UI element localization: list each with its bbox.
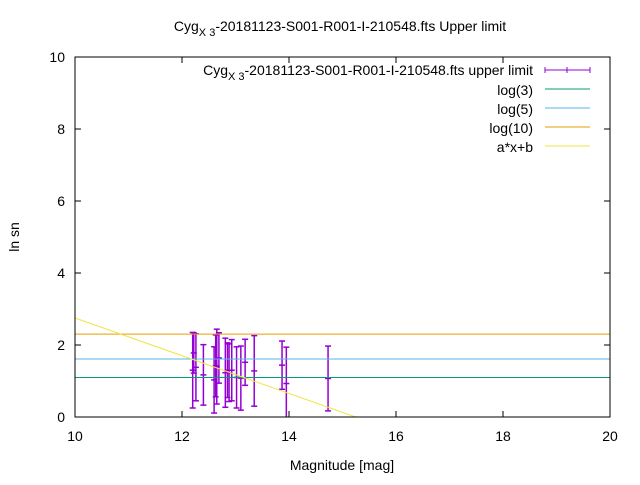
- error-bar-point: [189, 331, 196, 409]
- y-axis-label: ln sn: [6, 222, 22, 252]
- legend-label-fit: a*x+b: [497, 139, 533, 155]
- chart-title: CygX 3-20181123-S001-R001-I-210548.fts U…: [174, 18, 506, 39]
- series-group: [75, 317, 610, 417]
- legend-label-log3: log(3): [497, 82, 533, 98]
- error-bar-point: [215, 332, 222, 384]
- y-tick-label: 8: [57, 121, 65, 137]
- x-tick-label: 10: [67, 428, 83, 444]
- error-bar-point: [325, 345, 332, 412]
- legend-label-log5: log(5): [497, 101, 533, 117]
- error-bar-point: [228, 338, 235, 402]
- y-tick-label: 0: [57, 409, 65, 425]
- plot-border: [74, 56, 611, 418]
- y-tick-label: 2: [57, 337, 65, 353]
- x-tick-label: 20: [602, 428, 618, 444]
- y-tick-label: 6: [57, 193, 65, 209]
- legend-label-log10: log(10): [489, 120, 533, 136]
- error-bar-point: [237, 345, 244, 411]
- x-tick-label: 12: [174, 428, 190, 444]
- error-bar-point: [251, 334, 258, 407]
- x-tick-label: 16: [388, 428, 404, 444]
- fit-line: [75, 317, 358, 417]
- y-tick-label: 10: [49, 49, 65, 65]
- x-axis-label: Magnitude [mag]: [290, 457, 394, 473]
- error-bar-point: [283, 346, 290, 417]
- error-bar-point: [279, 340, 286, 391]
- x-tick-label: 18: [495, 428, 511, 444]
- legend-label-upper-limit: CygX 3-20181123-S001-R001-I-210548.fts u…: [203, 62, 533, 83]
- x-tick-label: 14: [281, 428, 297, 444]
- legend: CygX 3-20181123-S001-R001-I-210548.fts u…: [203, 62, 591, 155]
- plot-area: 10 12 14 16 18 20 0 2 4 6 8 10: [49, 49, 618, 444]
- y-tick-label: 4: [57, 265, 65, 281]
- error-bar-point: [200, 343, 207, 406]
